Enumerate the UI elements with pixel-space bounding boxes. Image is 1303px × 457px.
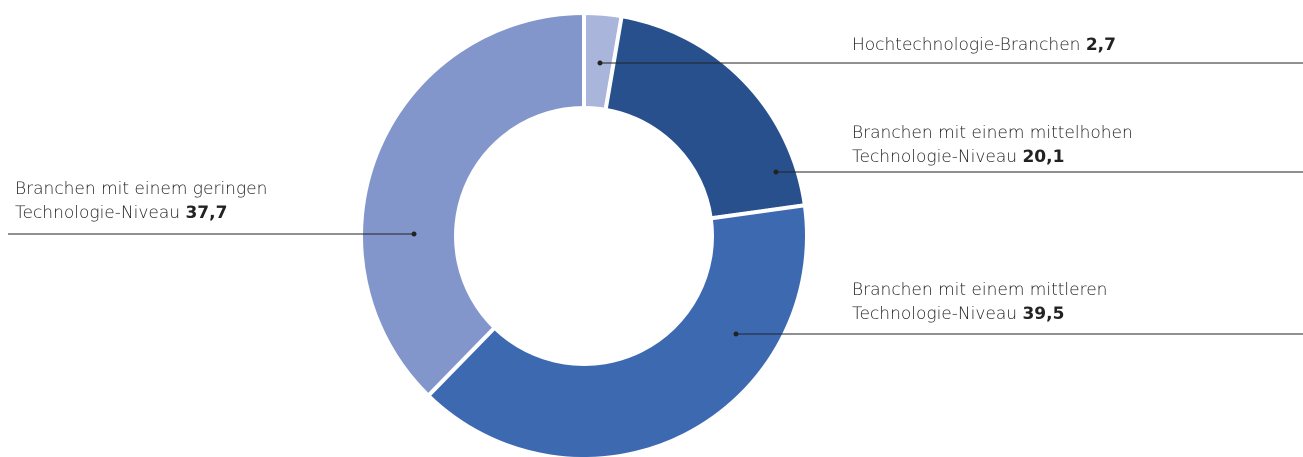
slice-label-2-line-1: Technologie-Niveau bbox=[852, 304, 1018, 324]
slice-label-0-line-0: Hochtechnologie-Branchen bbox=[852, 35, 1081, 55]
slice-label-1-line-0: Branchen mit einem mittelhohen bbox=[852, 123, 1133, 143]
donut-slice-3 bbox=[359, 10, 586, 399]
leader-lines bbox=[8, 60, 1303, 337]
donut-slice-1 bbox=[603, 13, 808, 221]
slice-value-0: 2,7 bbox=[1085, 35, 1116, 55]
slice-label-3: Branchen mit einem geringen Technologie-… bbox=[15, 177, 267, 225]
slice-label-3-line-0: Branchen mit einem geringen bbox=[15, 179, 268, 199]
slice-label-0: Hochtechnologie-Branchen 2,7 bbox=[852, 33, 1116, 57]
slice-label-1-line-1: Technologie-Niveau bbox=[852, 147, 1018, 167]
donut-slice-2 bbox=[425, 203, 809, 457]
leader-dot-2 bbox=[733, 331, 739, 337]
slice-value-3: 37,7 bbox=[185, 203, 228, 223]
slice-label-1: Branchen mit einem mittelhohen Technolog… bbox=[852, 121, 1133, 169]
leader-dot-0 bbox=[597, 60, 603, 66]
donut-slices bbox=[359, 10, 809, 457]
leader-dot-1 bbox=[773, 169, 779, 175]
slice-label-2-line-0: Branchen mit einem mittleren bbox=[852, 280, 1108, 300]
slice-value-1: 20,1 bbox=[1022, 147, 1065, 167]
leader-dot-3 bbox=[411, 231, 417, 237]
slice-label-3-line-1: Technologie-Niveau bbox=[15, 203, 181, 223]
slice-label-2: Branchen mit einem mittleren Technologie… bbox=[852, 278, 1107, 326]
slice-value-2: 39,5 bbox=[1022, 304, 1065, 324]
